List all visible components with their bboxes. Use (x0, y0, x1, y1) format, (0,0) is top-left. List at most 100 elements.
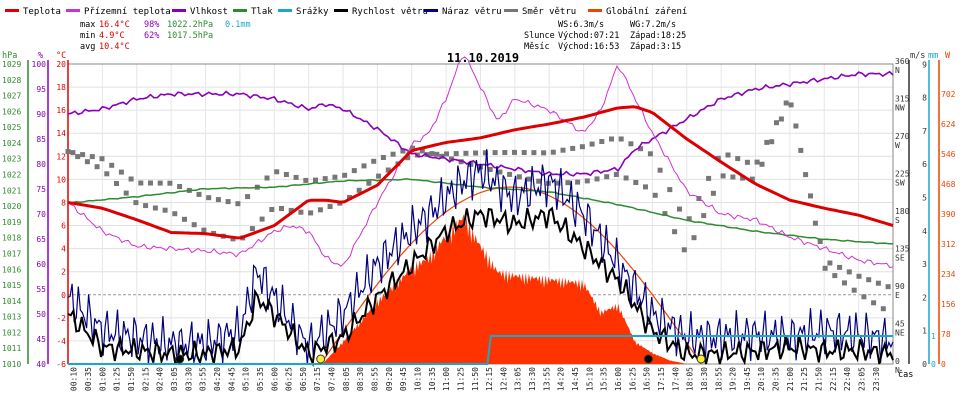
series-wind-direction-point (133, 200, 139, 206)
series-wind-direction-point (201, 227, 207, 233)
series-wind-direction-point (376, 173, 382, 179)
series-wind-direction-point (196, 191, 202, 197)
legend-item-pressure: Tlak (233, 7, 273, 17)
temperature-tick-label: 20 (56, 60, 66, 69)
wind-speed-tick-label: 8 (922, 94, 927, 103)
temperature-tick-label: 2 (61, 268, 66, 277)
unit-time: čas (898, 369, 913, 380)
series-wind-direction-point (851, 287, 857, 293)
time-tick-label: 01:25 (113, 367, 122, 391)
series-wind-direction-point (822, 265, 828, 271)
radiation-tick-label: 0 (941, 360, 946, 369)
time-tick-label: 13:05 (514, 367, 523, 391)
radiation-tick-label: 156 (941, 300, 956, 309)
series-wind-direction-point (109, 162, 115, 168)
series-wind-direction-point (448, 156, 454, 162)
series-wind-direction-point (463, 150, 469, 156)
radiation-tick-label: 234 (941, 270, 956, 279)
moon-rise-marker (643, 354, 653, 364)
radiation-tick-label: 702 (941, 90, 956, 99)
time-tick-label: 05:35 (256, 367, 265, 391)
series-wind-direction-point (332, 174, 338, 180)
series-wind-direction-point (497, 169, 503, 175)
legend-label: Tlak (251, 7, 273, 17)
series-wind-direction-point (584, 178, 590, 184)
series-wind-direction-point (89, 154, 95, 160)
series-wind-direction-point (516, 174, 522, 180)
series-wind-direction-point (419, 148, 425, 154)
series-wind-gust-line (67, 149, 894, 365)
pressure-tick-label: 1022 (2, 171, 21, 180)
pressure-tick-label: 1017 (2, 249, 21, 258)
time-tick-label: 21:50 (815, 367, 824, 391)
series-wind-direction-point (298, 209, 304, 215)
series-wind-direction-point (565, 180, 571, 186)
pressure-tick-label: 1028 (2, 76, 21, 85)
radiation-tick-label: 78 (941, 330, 951, 339)
pressure-tick-label: 1013 (2, 313, 21, 322)
series-wind-direction-point (832, 273, 838, 279)
series-wind-direction-point (245, 194, 251, 200)
temperature-tick-label: 4 (61, 245, 66, 254)
time-tick-label: 11:00 (442, 367, 451, 391)
series-wind-direction-point (152, 205, 158, 211)
time-tick-label: 06:00 (270, 367, 279, 391)
legend-item-humidity: Vlhkost (172, 7, 228, 17)
stats-max-label: max (80, 20, 95, 30)
unit-humidity: % (38, 51, 43, 61)
series-wind-direction-point (191, 222, 197, 228)
legend-item-wind-direction: Směr větru (504, 7, 576, 17)
time-tick-label: 16:00 (614, 367, 623, 391)
series-wind-direction-point (526, 176, 532, 182)
time-tick-label: 20:10 (757, 367, 766, 391)
time-tick-label: 14:45 (571, 367, 580, 391)
series-wind-direction-point (793, 123, 799, 129)
radiation-tick-label: 390 (941, 210, 956, 219)
moon-set-marker (175, 354, 185, 364)
time-tick-label: 09:20 (385, 367, 394, 391)
series-wind-direction-point (880, 306, 886, 312)
series-wind-direction-point (788, 102, 794, 108)
humidity-tick-label: 50 (36, 310, 46, 319)
series-wind-direction-point (681, 247, 687, 253)
time-tick-label: 04:45 (227, 367, 236, 391)
series-wind-direction-point (706, 175, 712, 181)
stats-max-hum: 98% (144, 20, 159, 30)
time-tick-label: 02:40 (156, 367, 165, 391)
time-tick-label: 02:15 (141, 367, 150, 391)
rain-tick-label: 1 (931, 332, 936, 341)
series-wind-direction-point (798, 147, 804, 153)
series-wind-direction-point (288, 207, 294, 213)
series-wind-direction-point (812, 220, 818, 226)
humidity-tick-label: 90 (36, 110, 46, 119)
unit-wind: m/s (910, 51, 925, 61)
series-wind-direction-point (453, 151, 459, 157)
series-wind-direction-point (473, 150, 479, 156)
series-wind-direction-point (579, 144, 585, 150)
time-tick-label: 13:55 (542, 367, 551, 391)
series-wind-direction-point (104, 171, 110, 177)
legend-item-temperature: Teplota (5, 7, 61, 17)
humidity-tick-label: 85 (36, 135, 46, 144)
temperature-tick-label: 18 (56, 83, 66, 92)
time-tick-label: 20:35 (772, 367, 781, 391)
series-wind-direction-point (269, 207, 275, 212)
time-tick-label: 17:40 (671, 367, 680, 391)
time-tick-label: 04:20 (213, 367, 222, 391)
legend-label: Přízemní teplota (84, 7, 171, 17)
series-wind-direction-point (274, 169, 280, 175)
unit-radiation: W (945, 51, 951, 61)
stats-avg-temp: 10.4°C (99, 42, 130, 52)
wind-direction-tick-value: 0 (895, 357, 900, 366)
series-wind-direction-point (356, 187, 362, 193)
humidity-tick-label: 75 (36, 185, 46, 194)
rain-tick-label: 0 (931, 360, 936, 369)
temperature-tick-label: 8 (61, 198, 66, 207)
series-wind-direction-point (875, 280, 881, 286)
wind-speed-tick-label: 3 (922, 260, 927, 269)
series-wind-direction-point (143, 203, 149, 209)
humidity-tick-label: 80 (36, 160, 46, 169)
stats-max-temp: 16.4°C (99, 20, 130, 30)
wind-direction-tick-letter: NW (895, 104, 905, 113)
series-wind-direction-point (128, 176, 134, 182)
